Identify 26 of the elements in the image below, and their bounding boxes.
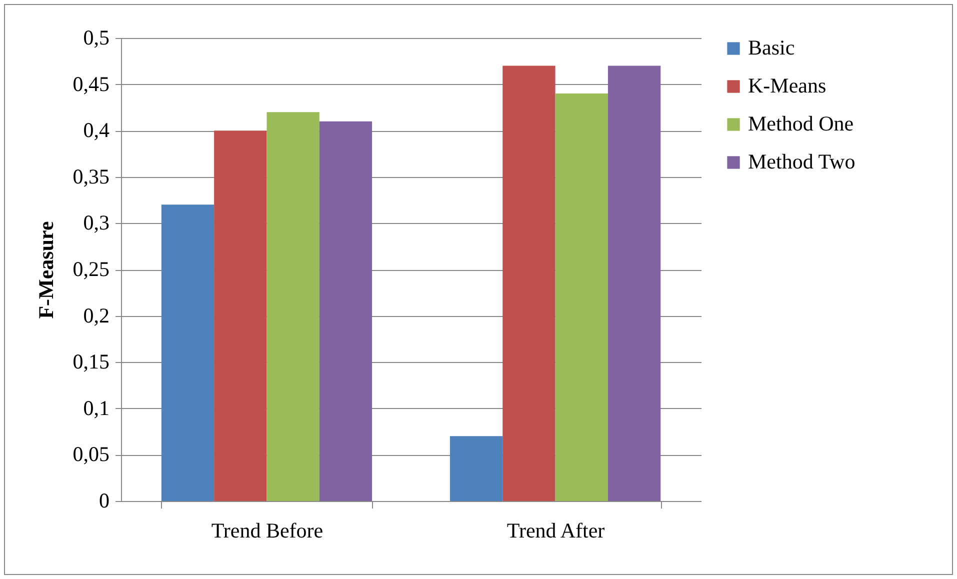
y-tick-label: 0,05 bbox=[72, 442, 110, 466]
bar bbox=[319, 121, 372, 501]
bar bbox=[555, 94, 608, 501]
y-tick-label: 0,1 bbox=[83, 396, 110, 420]
y-axis-title: F-Measure bbox=[34, 221, 58, 319]
y-tick-label: 0,2 bbox=[83, 303, 110, 328]
bar bbox=[450, 436, 503, 501]
y-tick-label: 0 bbox=[99, 488, 110, 512]
y-tick-label: 0,25 bbox=[72, 257, 110, 281]
bar bbox=[502, 66, 556, 501]
y-tick-label: 0,5 bbox=[83, 26, 110, 50]
y-tick-label: 0,4 bbox=[83, 118, 110, 142]
y-tick-label: 0,45 bbox=[72, 72, 110, 96]
x-tick-label: Trend After bbox=[506, 518, 605, 542]
bar bbox=[266, 112, 320, 501]
legend-label: Method Two bbox=[748, 150, 856, 174]
y-tick-label: 0,35 bbox=[72, 164, 110, 188]
y-tick-label: 0,3 bbox=[83, 210, 110, 235]
x-tick-label: Trend Before bbox=[211, 518, 324, 542]
bar bbox=[161, 204, 214, 501]
y-tick-label: 0,15 bbox=[72, 350, 110, 374]
bar bbox=[214, 130, 267, 501]
legend-label: Method One bbox=[748, 112, 854, 136]
legend-label: K-Means bbox=[748, 74, 826, 98]
legend-label: Basic bbox=[748, 36, 795, 60]
bar bbox=[608, 66, 661, 501]
